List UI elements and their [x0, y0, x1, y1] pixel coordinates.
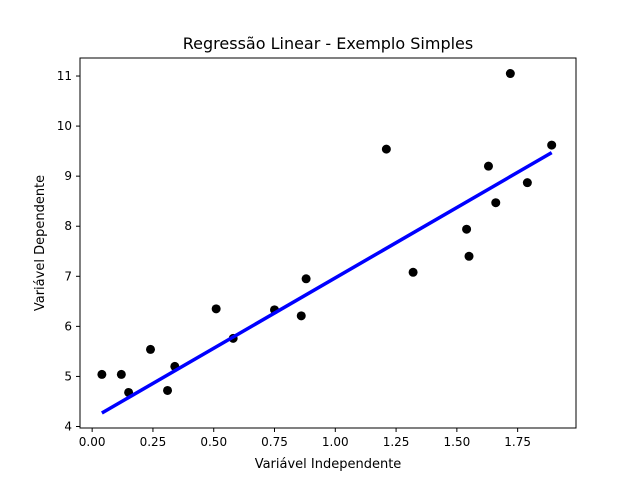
- y-tick-label: 5: [64, 369, 72, 383]
- y-tick-label: 10: [57, 119, 72, 133]
- data-point: [211, 304, 221, 314]
- x-tick-label: 0.00: [79, 435, 106, 449]
- x-tick-label: 1.50: [444, 435, 471, 449]
- y-tick-label: 7: [64, 269, 72, 283]
- data-point: [483, 161, 493, 171]
- y-tick-label: 6: [64, 319, 72, 333]
- x-axis: 0.00 0.25 0.50 0.75 1.00 1.25 1.50 1.75: [79, 428, 531, 449]
- y-tick-label: 9: [64, 169, 72, 183]
- y-tick-label: 4: [64, 419, 72, 433]
- axes-frame: [79, 57, 577, 429]
- y-tick-label: 8: [64, 219, 72, 233]
- x-tick-label: 0.75: [261, 435, 288, 449]
- plot-area: [97, 69, 557, 415]
- y-axis-label: Variável Dependente: [33, 175, 48, 311]
- data-point: [505, 69, 515, 79]
- data-point: [462, 224, 472, 234]
- y-axis: 4 5 6 7 8 9 10 11: [57, 69, 80, 433]
- data-point: [381, 144, 391, 154]
- x-tick-label: 1.75: [504, 435, 531, 449]
- x-tick-label: 0.25: [140, 435, 167, 449]
- x-tick-label: 1.25: [383, 435, 410, 449]
- chart-title: Regressão Linear - Exemplo Simples: [183, 34, 473, 53]
- x-tick-label: 1.00: [322, 435, 349, 449]
- data-point: [408, 267, 418, 277]
- data-point: [116, 369, 126, 379]
- data-point: [97, 369, 107, 379]
- data-point: [464, 251, 474, 261]
- x-axis-label: Variável Independente: [255, 457, 402, 472]
- data-point: [296, 311, 306, 321]
- data-point: [522, 178, 532, 188]
- regression-line: [101, 151, 553, 415]
- x-tick-label: 0.50: [200, 435, 227, 449]
- data-point: [547, 140, 557, 150]
- data-point: [491, 198, 501, 208]
- y-tick-label: 11: [57, 69, 72, 83]
- data-point: [146, 344, 156, 354]
- data-point: [301, 274, 311, 284]
- data-point: [163, 385, 173, 395]
